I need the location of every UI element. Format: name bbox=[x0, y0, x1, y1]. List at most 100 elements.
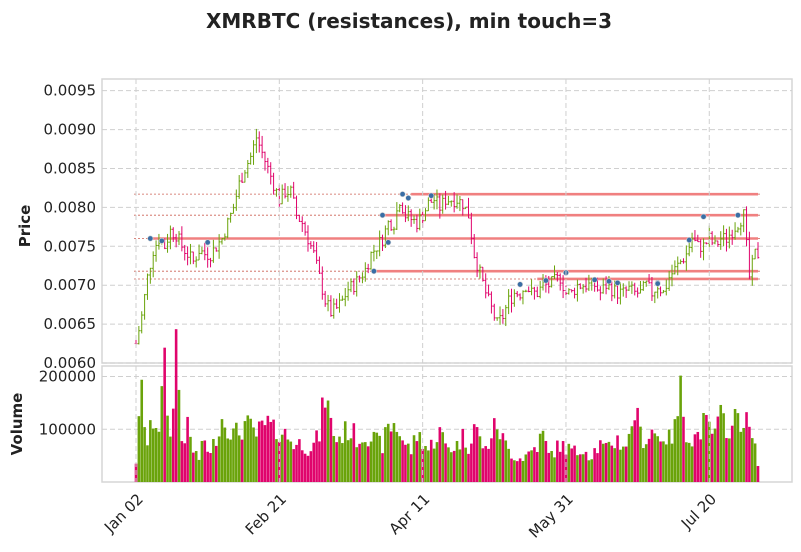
volume-bar bbox=[564, 454, 568, 482]
volume-bar bbox=[644, 444, 648, 482]
volume-bar bbox=[200, 440, 204, 482]
volume-bar bbox=[576, 455, 579, 482]
volume-bar bbox=[154, 428, 158, 482]
volume-bar bbox=[530, 450, 533, 482]
touch-marker bbox=[734, 212, 741, 219]
volume-bar bbox=[475, 427, 479, 482]
volume-bar bbox=[713, 428, 717, 482]
volume-bar bbox=[722, 413, 725, 482]
volume-bar bbox=[659, 441, 662, 482]
volume-bar bbox=[521, 461, 525, 482]
x-tick-label: May 31 bbox=[525, 490, 577, 542]
volume-bar bbox=[326, 400, 330, 482]
touch-marker bbox=[147, 235, 154, 242]
volume-bar bbox=[235, 422, 238, 482]
price-tick-labels: 0.0060 0.0065 0.0070 0.0075 0.0080 0.0085 0.00… bbox=[44, 82, 97, 372]
price-tick-label: 0.0090 bbox=[44, 121, 97, 139]
volume-bar bbox=[335, 442, 338, 482]
volume-bar bbox=[275, 439, 278, 482]
volume-bar bbox=[613, 448, 616, 482]
volume-bar bbox=[639, 426, 642, 482]
price-tick-label: 0.0065 bbox=[44, 315, 97, 333]
volume-bar bbox=[180, 441, 184, 482]
price-panel: 0.0060 0.0065 0.0070 0.0075 0.0080 0.0085 0.00… bbox=[16, 78, 793, 372]
volume-bar bbox=[455, 440, 459, 482]
volume-bar bbox=[266, 415, 270, 482]
volume-bar bbox=[432, 448, 436, 482]
price-tick-label: 0.0070 bbox=[44, 276, 97, 294]
volume-bar bbox=[748, 426, 751, 482]
volume-bar bbox=[487, 448, 490, 482]
volume-bar bbox=[189, 436, 192, 482]
price-axis-label: Price bbox=[16, 205, 34, 248]
volume-bar bbox=[444, 443, 447, 482]
volume-bar bbox=[664, 444, 668, 482]
x-tick-label: Jul 20 bbox=[677, 490, 720, 533]
volume-bar bbox=[458, 449, 462, 482]
volume-bar bbox=[384, 427, 387, 482]
volume-bar bbox=[515, 461, 519, 482]
volume-bar bbox=[269, 421, 273, 482]
volume-bar bbox=[447, 447, 450, 482]
volume-bar bbox=[214, 445, 218, 482]
volume-bar bbox=[673, 419, 677, 482]
volume-bar bbox=[169, 436, 172, 482]
volume-tick-label: 100000 bbox=[39, 420, 96, 438]
volume-bar bbox=[527, 451, 530, 482]
volume-bar bbox=[607, 441, 611, 482]
volume-bar bbox=[561, 441, 565, 482]
volume-bar bbox=[725, 438, 728, 482]
volume-bar bbox=[484, 446, 487, 482]
volume-bar bbox=[467, 453, 470, 482]
volume-bar bbox=[149, 420, 152, 482]
touch-marker bbox=[370, 268, 377, 275]
volume-bar bbox=[728, 438, 731, 482]
volume-bar bbox=[252, 427, 255, 482]
volume-bar bbox=[705, 414, 708, 482]
volume-bar bbox=[472, 424, 476, 482]
volume-bar bbox=[507, 448, 510, 482]
volume-bar bbox=[260, 420, 264, 482]
volume-bar bbox=[157, 431, 161, 482]
touch-marker bbox=[204, 239, 211, 246]
volume-bar bbox=[464, 447, 467, 482]
volume-bar bbox=[140, 379, 144, 482]
volume-bar bbox=[366, 446, 370, 482]
volume-bar bbox=[306, 455, 310, 482]
volume-bar bbox=[647, 438, 651, 482]
touch-marker bbox=[385, 239, 392, 246]
x-gridlines bbox=[135, 79, 710, 482]
volume-bar bbox=[315, 430, 318, 482]
volume-bar bbox=[427, 450, 430, 482]
volume-bar bbox=[624, 446, 628, 482]
volume-bar bbox=[438, 427, 442, 482]
volume-bar bbox=[206, 451, 209, 482]
volume-bar bbox=[742, 427, 745, 482]
volume-bar bbox=[633, 420, 637, 482]
touch-marker bbox=[428, 192, 435, 199]
volume-panel: 100000 200000 Volume bbox=[8, 329, 793, 483]
x-tick-label: Jan 02 bbox=[100, 490, 147, 537]
volume-bar bbox=[524, 454, 528, 482]
touch-marker bbox=[517, 281, 524, 288]
volume-bar bbox=[323, 407, 327, 482]
volume-bar bbox=[662, 441, 665, 482]
volume-bar bbox=[650, 429, 654, 482]
volume-bar bbox=[642, 448, 645, 482]
volume-bar bbox=[332, 436, 336, 482]
volume-bar bbox=[369, 441, 373, 482]
volume-bar bbox=[395, 431, 399, 482]
volume-bar bbox=[667, 429, 671, 482]
volume-bar bbox=[558, 451, 562, 482]
volume-bar bbox=[401, 440, 404, 482]
volume-bar bbox=[352, 423, 356, 482]
volume-bar bbox=[186, 416, 189, 482]
volume-bar bbox=[143, 427, 146, 482]
volume-bar bbox=[573, 445, 576, 482]
touch-marker bbox=[654, 280, 661, 287]
volume-bar bbox=[679, 375, 682, 482]
volume-bar bbox=[392, 423, 396, 482]
volume-bar bbox=[338, 436, 341, 482]
volume-bar bbox=[627, 433, 631, 482]
volume-bar bbox=[578, 454, 582, 482]
